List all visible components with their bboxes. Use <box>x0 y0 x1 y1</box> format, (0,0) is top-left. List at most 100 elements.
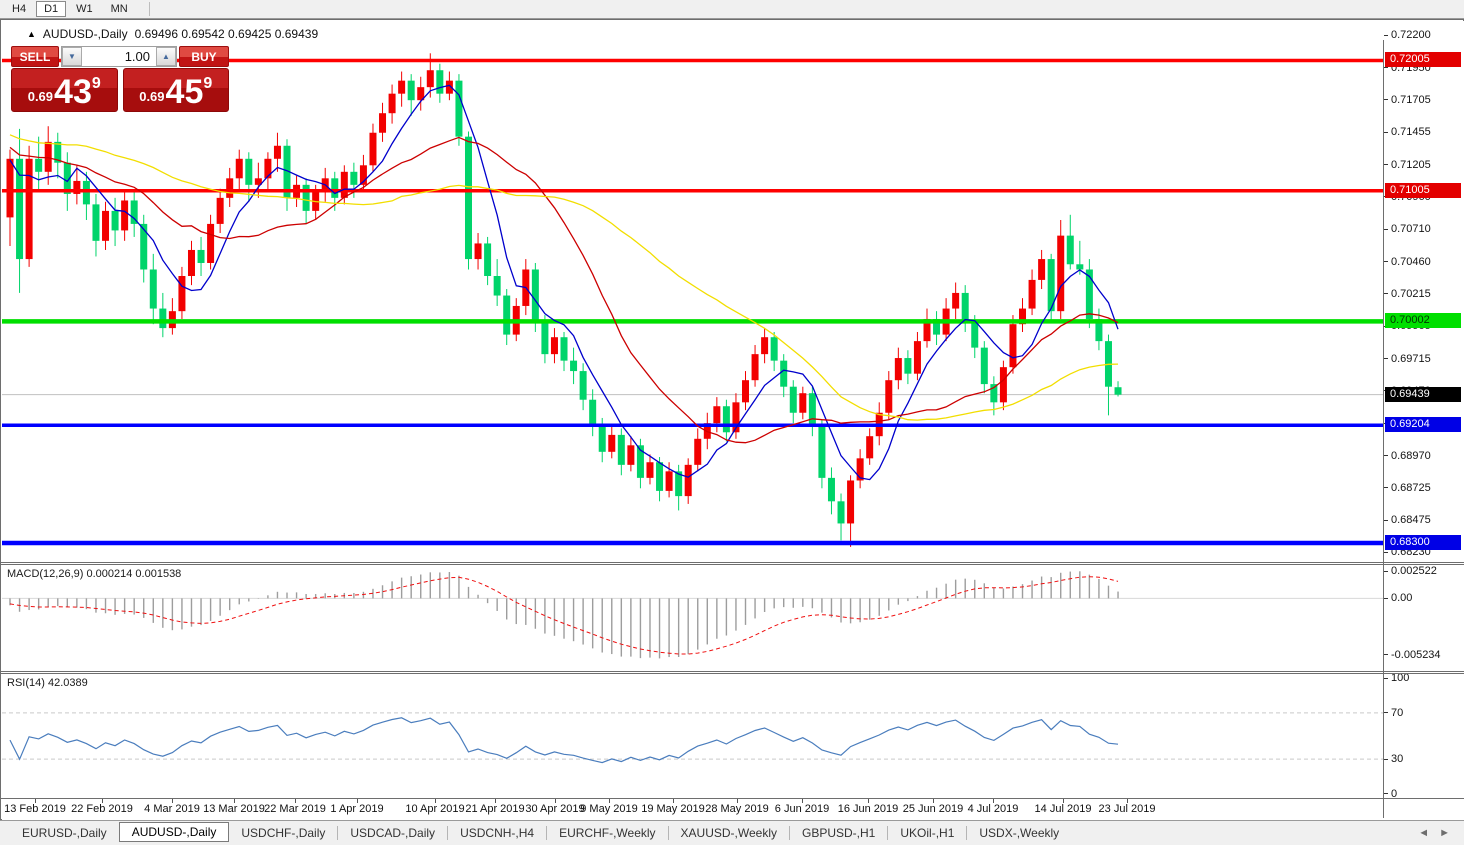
buy-price-box[interactable]: 0.69 45 9 <box>122 68 229 112</box>
timeframe-button-mn[interactable]: MN <box>110 3 128 15</box>
date-label: 4 Mar 2019 <box>144 803 200 815</box>
chart-tab-ukoil-h1[interactable]: UKOil-,H1 <box>900 826 955 840</box>
ma-line-fast-blue <box>9 84 1119 481</box>
sell-price-box[interactable]: 0.69 43 9 <box>11 68 118 112</box>
date-tick-mark <box>933 799 934 803</box>
toolbar-separator <box>148 2 150 16</box>
date-label: 14 Jul 2019 <box>1034 803 1092 815</box>
sell-price-pip: 9 <box>91 75 101 92</box>
date-label: 13 Mar 2019 <box>203 803 265 815</box>
rsi-tick-label: 0 <box>1384 788 1397 798</box>
date-tick-mark <box>172 799 173 803</box>
chart-tab-xauusd-weekly[interactable]: XAUUSD-,Weekly <box>680 826 777 840</box>
tabs-scroll-left-button[interactable]: ◄ <box>1418 827 1430 839</box>
date-axis[interactable]: 13 Feb 2019 22 Feb 2019 4 Mar 2019 13 Mar 2… <box>2 799 1464 820</box>
price-level-badge: 0.72005 <box>1385 52 1461 68</box>
macd-chart <box>2 571 1383 659</box>
price-tick-label: 0.71455 <box>1384 126 1431 138</box>
pane-splitter <box>1 798 1464 799</box>
macd-tick-label: -0.005234 <box>1384 649 1441 661</box>
date-tick-mark <box>102 799 103 803</box>
chart-tab-usdchf-daily[interactable]: USDCHF-,Daily <box>241 826 326 840</box>
buy-price-prefix: 0.69 <box>139 89 165 104</box>
pane-splitter[interactable] <box>1 671 1464 674</box>
buy-button[interactable]: BUY <box>179 46 229 67</box>
sell-button[interactable]: SELL <box>11 46 59 67</box>
collapse-triangle-icon[interactable]: ▲ <box>27 29 36 39</box>
tab-divider <box>789 826 790 840</box>
rsi-scale[interactable]: 100 70 30 0 <box>1384 674 1464 798</box>
date-label: 13 Feb 2019 <box>4 803 66 815</box>
macd-scale[interactable]: 0.002522 0.00 -0.005234 <box>1384 565 1464 671</box>
date-label: 21 Apr 2019 <box>465 803 525 815</box>
date-tick-mark <box>35 799 36 803</box>
date-tick-mark <box>1127 799 1128 803</box>
date-label: 6 Jun 2019 <box>774 803 830 815</box>
chart-tab-usdcnh-h4[interactable]: USDCNH-,H4 <box>460 826 535 840</box>
price-chart-pane <box>2 21 1383 562</box>
timeframe-button-w1[interactable]: W1 <box>76 3 93 15</box>
date-tick-mark <box>357 799 358 803</box>
rsi-pane: RSI(14) 42.0389 <box>2 674 1383 798</box>
price-scale[interactable]: 0.722000.719500.717050.714550.712050.709… <box>1384 21 1464 562</box>
ohlc-values: 0.69496 0.69542 0.69425 0.69439 <box>134 27 319 41</box>
timeframe-button-h4[interactable]: H4 <box>12 3 27 15</box>
price-tick-label: 0.68970 <box>1384 450 1431 462</box>
date-label: 9 May 2019 <box>580 803 638 815</box>
tab-divider <box>546 826 548 840</box>
chart-tab-eurchf-weekly[interactable]: EURCHF-,Weekly <box>559 826 656 840</box>
scale-separator <box>1383 40 1384 818</box>
chart-tab-usdx-weekly[interactable]: USDX-,Weekly <box>979 826 1060 840</box>
volume-decrease-button[interactable]: ▼ <box>62 47 82 66</box>
date-label: 28 May 2019 <box>705 803 769 815</box>
tab-divider <box>447 826 449 840</box>
price-tick-label: 0.72200 <box>1384 29 1431 41</box>
date-label: 4 Jul 2019 <box>967 803 1019 815</box>
rsi-tick-label: 70 <box>1384 707 1403 719</box>
chart-tab-eurusd-daily[interactable]: EURUSD-,Daily <box>22 826 107 840</box>
volume-stepper: ▼ ▲ <box>61 46 177 67</box>
tab-divider <box>966 826 968 840</box>
date-tick-mark <box>802 799 803 803</box>
macd-pane: MACD(12,26,9) 0.000214 0.001538 <box>2 565 1383 671</box>
date-tick-mark <box>673 799 674 803</box>
price-tick-label: 0.70460 <box>1384 256 1431 268</box>
price-tick-label: 0.71205 <box>1384 159 1431 171</box>
date-label: 10 Apr 2019 <box>405 803 465 815</box>
date-tick-mark <box>435 799 436 803</box>
date-tick-mark <box>295 799 296 803</box>
macd-signal-line <box>9 576 1119 655</box>
price-level-badge: 0.71005 <box>1385 182 1461 198</box>
chart-tab-gbpusd-h1[interactable]: GBPUSD-,H1 <box>802 826 876 840</box>
rsi-line <box>9 717 1119 764</box>
one-click-trading-panel: SELL ▼ ▲ BUY 0.69 43 9 0.69 45 9 <box>11 46 229 112</box>
macd-tick-label: 0.00 <box>1384 592 1412 604</box>
rsi-chart <box>2 712 1383 764</box>
date-label: 1 Apr 2019 <box>330 803 384 815</box>
rsi-tick-label: 30 <box>1384 753 1403 765</box>
date-tick-mark <box>495 799 496 803</box>
rsi-label: RSI(14) 42.0389 <box>7 677 88 689</box>
price-tick-label: 0.70710 <box>1384 223 1431 235</box>
date-tick-mark <box>868 799 869 803</box>
volume-input[interactable] <box>82 47 156 66</box>
ma-line-mid-red <box>9 136 1119 444</box>
volume-increase-button[interactable]: ▲ <box>156 47 176 66</box>
rsi-tick-label: 100 <box>1384 674 1409 684</box>
tabs-scroll-right-button[interactable]: ► <box>1439 827 1450 839</box>
price-level-badge: 0.69204 <box>1385 417 1461 433</box>
chart-tab-audusd-daily[interactable]: AUDUSD-,Daily <box>118 822 230 842</box>
buy-price-big: 45 <box>165 73 204 112</box>
sell-price-prefix: 0.69 <box>27 89 54 104</box>
timeframe-button-d1[interactable]: D1 <box>36 1 67 17</box>
buy-price-pip: 9 <box>203 75 213 92</box>
chart-tab-bar: EURUSD-,Daily AUDUSD-,Daily USDCHF-,Daily U… <box>0 820 1464 845</box>
ma-line-slow-yellow <box>9 134 1119 421</box>
price-tick-label: 0.68725 <box>1384 482 1431 494</box>
chart-tab-usdcad-daily[interactable]: USDCAD-,Daily <box>350 826 436 840</box>
date-label: 25 Jun 2019 <box>902 803 964 815</box>
date-tick-mark <box>234 799 235 803</box>
pane-splitter[interactable] <box>1 562 1464 565</box>
chart-title: ▲ AUDUSD-,Daily 0.69496 0.69542 0.69425 … <box>27 27 318 41</box>
date-label: 22 Feb 2019 <box>71 803 133 815</box>
